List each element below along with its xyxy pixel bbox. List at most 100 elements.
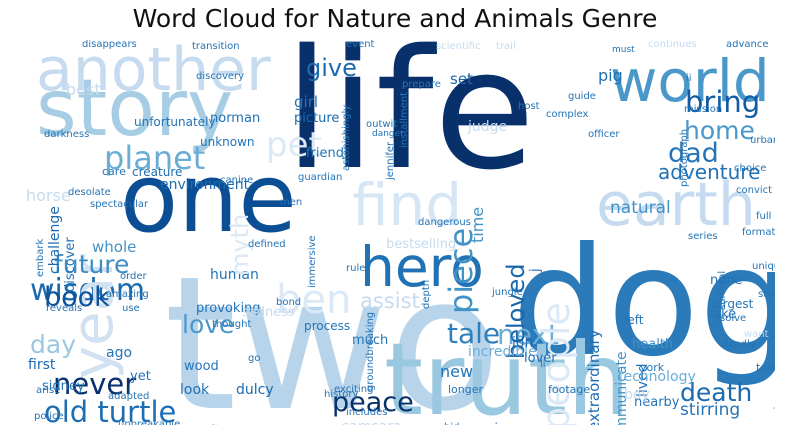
word-deadly: deadly <box>722 339 756 350</box>
word-samsara: samsara <box>342 420 402 425</box>
word-natural: natural <box>610 198 671 218</box>
word-convict: convict <box>736 185 773 196</box>
word-must: must <box>612 45 635 55</box>
word-dangerous: dangerous <box>418 217 471 228</box>
word-creature: creature <box>132 165 183 179</box>
word-friend: friend <box>306 146 345 161</box>
word-spectacular: spectacular <box>90 199 149 210</box>
word-choice: choice <box>734 163 767 174</box>
word-advance: advance <box>726 40 769 50</box>
word-earth: earth <box>596 170 756 240</box>
word-canine: canine <box>220 175 254 186</box>
word-ago: ago <box>106 345 133 361</box>
word-ben: ben <box>276 277 352 323</box>
word-girl: girl <box>294 93 319 111</box>
word-whole: whole <box>92 238 137 256</box>
word-first: first <box>28 357 56 373</box>
word-never: never <box>53 367 137 401</box>
word-unfortunately: unfortunately <box>134 115 216 129</box>
word-truth: truth <box>384 321 631 426</box>
word-unique: unique <box>752 261 775 272</box>
word-health: health <box>632 337 674 352</box>
word-mission: mission <box>684 104 723 115</box>
word-defined: defined <box>248 239 286 250</box>
word-extraordinary: extraordinary <box>585 329 603 425</box>
word-groundbreaking: groundbreaking <box>365 311 376 391</box>
word-longer: longer <box>448 383 484 396</box>
word-peace: peace <box>332 387 414 418</box>
word-trail: trail <box>496 41 516 52</box>
word-book: book <box>44 282 110 313</box>
word-solve: solve <box>720 313 747 324</box>
word-give: give <box>306 54 357 82</box>
word-dad: dad <box>668 138 719 169</box>
word-jungle: jungle <box>492 287 523 298</box>
word-men: men <box>280 197 303 208</box>
word-planet: planet <box>104 139 206 177</box>
word-arise: arise <box>36 385 61 396</box>
word-li: li <box>540 359 546 370</box>
word-assist: assist <box>360 289 420 313</box>
word-pig: pig <box>598 66 623 85</box>
word-judge: judge <box>468 119 508 135</box>
word-range: range <box>209 424 220 425</box>
word-environment: environment <box>160 177 250 193</box>
word-event: event <box>346 40 375 50</box>
word-police: police <box>34 411 64 422</box>
word-desolate: desolate <box>68 187 111 198</box>
word-one: one <box>120 144 297 254</box>
word-bring: bring <box>685 85 761 119</box>
word-pet: pet <box>266 125 322 165</box>
word-future: future <box>54 250 130 279</box>
word-j: j <box>528 268 543 273</box>
word-scientific: scientific <box>436 41 481 52</box>
word-unbreakable: unbreakable <box>118 419 181 426</box>
word-town: town <box>756 361 775 374</box>
word-use: use <box>122 303 140 314</box>
word-love: love <box>182 310 235 339</box>
word-nearby: nearby <box>634 395 680 410</box>
word-another: another <box>36 40 271 105</box>
word-home: home <box>684 116 755 145</box>
word-york: york <box>640 361 665 374</box>
word-thought: thought <box>212 319 252 330</box>
word-go: go <box>248 353 261 364</box>
word-death: death <box>680 378 753 407</box>
word-incredible: incredible <box>468 344 537 360</box>
word-depth: depth <box>421 279 432 309</box>
word-host: host <box>518 101 540 112</box>
word-officer: officer <box>588 129 620 140</box>
word-tale: tale <box>447 317 501 350</box>
word-horse: horse <box>26 186 71 205</box>
word-jon: jon <box>512 335 534 351</box>
word-want: want <box>744 329 769 340</box>
word-lover: lover <box>524 351 557 366</box>
word-sadness: sadness <box>242 305 295 320</box>
word-unknown: unknown <box>200 135 255 149</box>
word-wood: wood <box>184 359 219 374</box>
word-technology: technology <box>618 369 696 385</box>
word-old-turtle: old turtle <box>44 395 177 426</box>
word-includes: includes <box>346 407 388 418</box>
word-full: full <box>756 211 772 222</box>
word-human: human <box>210 267 259 283</box>
word-immersive: immersive <box>307 235 318 288</box>
word-footage: footage <box>548 383 591 396</box>
word-installment: installment <box>399 92 410 149</box>
word-continues: continues <box>648 40 697 50</box>
word-adapted: adapted <box>108 391 150 402</box>
word-day: day <box>30 330 76 359</box>
word-yet: yet <box>130 369 151 384</box>
word-look: look <box>180 382 210 398</box>
word-left: left <box>624 313 644 327</box>
word-bond: bond <box>276 297 302 308</box>
word-urban: urban <box>750 135 775 146</box>
word-adventure: adventure <box>658 160 761 184</box>
word-astonishingly: astonishingly <box>341 104 352 171</box>
word-largest: largest <box>712 297 754 311</box>
word-hero: hero <box>360 235 484 299</box>
word-stirring: stirring <box>680 400 741 420</box>
word-format: format <box>742 227 775 238</box>
word-bestselling: bestselling <box>386 237 457 252</box>
word-life: life <box>284 40 536 206</box>
